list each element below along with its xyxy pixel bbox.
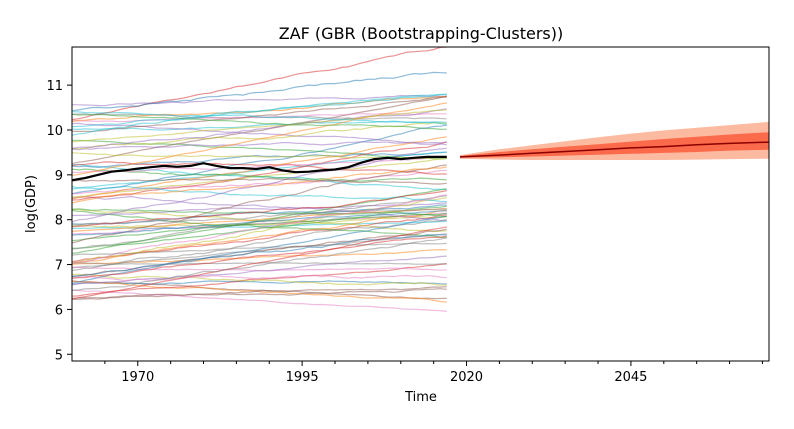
- background-series-line: [72, 226, 447, 300]
- background-series-line: [72, 190, 447, 228]
- background-series-line: [72, 95, 447, 165]
- background-series-line: [72, 274, 447, 282]
- background-series-line: [72, 202, 447, 217]
- background-series-line: [72, 108, 447, 149]
- background-series-line: [72, 235, 447, 279]
- y-tick-label: 11: [46, 79, 63, 94]
- background-series-line: [72, 164, 447, 244]
- background-series-line: [72, 208, 447, 226]
- background-series-line: [72, 156, 447, 174]
- background-series-line: [72, 218, 447, 272]
- background-series-line: [72, 47, 447, 121]
- background-series-line: [72, 113, 447, 131]
- background-series-line: [72, 102, 447, 176]
- x-tick-label: 2020: [450, 370, 483, 385]
- forecast-bands: [459, 121, 769, 160]
- y-tick-label: 7: [55, 259, 63, 274]
- y-tick-label: 5: [55, 348, 63, 363]
- background-series-line: [72, 210, 447, 236]
- background-series-line: [72, 94, 447, 107]
- background-series-line: [72, 263, 447, 297]
- historical-mean-line: [72, 155, 447, 182]
- background-series-line: [72, 141, 447, 151]
- x-axis-ticks: 1970 1995 2020 2045: [104, 361, 763, 385]
- background-series-line: [72, 96, 447, 133]
- background-series-line: [72, 280, 447, 285]
- background-series-line: [72, 289, 447, 312]
- background-series-line: [72, 212, 447, 242]
- background-series-line: [72, 242, 447, 256]
- background-series-line: [72, 109, 447, 143]
- y-axis-ticks: 5 6 7 8 9 10 11: [46, 79, 72, 363]
- background-series-line: [72, 194, 447, 264]
- plot-frame: [71, 46, 770, 362]
- y-tick-label: 6: [55, 303, 63, 318]
- background-series-line: [72, 177, 447, 185]
- background-series-line: [72, 215, 447, 284]
- y-tick-label: 8: [55, 214, 63, 229]
- background-series-line: [72, 237, 447, 291]
- y-axis-label: log(GDP): [24, 175, 39, 233]
- background-series-line: [72, 185, 447, 203]
- forecast-median-line: [459, 141, 769, 158]
- x-tick-label: 1995: [286, 370, 319, 385]
- background-series-line: [72, 111, 447, 126]
- background-series-line: [72, 93, 447, 136]
- mean-series: [72, 155, 447, 182]
- x-tick-label: 1970: [121, 370, 154, 385]
- plot-area: [72, 47, 769, 312]
- background-series-line: [72, 168, 447, 183]
- x-tick-label: 2045: [614, 370, 647, 385]
- background-series-line: [72, 124, 447, 195]
- chart-title: ZAF (GBR (Bootstrapping-Clusters)): [279, 24, 564, 43]
- background-series-line: [72, 71, 447, 112]
- forecast-inner-band: [460, 132, 769, 158]
- background-series-line: [72, 288, 447, 300]
- background-series-line: [72, 122, 447, 146]
- background-series-line: [72, 273, 447, 286]
- background-series-line: [72, 209, 447, 239]
- background-series-line: [72, 147, 447, 223]
- y-tick-label: 10: [46, 124, 63, 139]
- background-series: [72, 47, 447, 312]
- y-tick-label: 9: [55, 169, 63, 184]
- x-axis-label: Time: [404, 390, 437, 405]
